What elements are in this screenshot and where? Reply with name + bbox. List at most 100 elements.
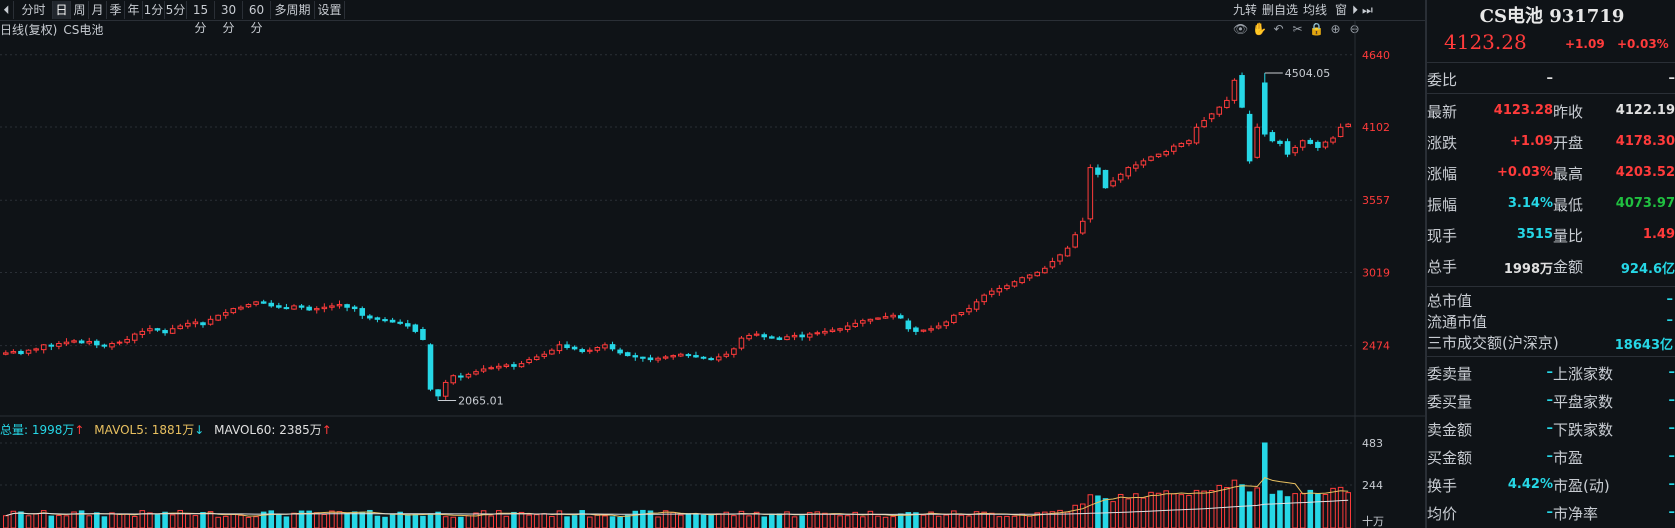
quote-label: 最低	[1553, 196, 1584, 214]
candle-body	[1019, 277, 1025, 284]
candle-body	[632, 355, 639, 358]
volume-bar	[101, 516, 108, 528]
candle-body	[966, 308, 972, 313]
candle-body	[139, 330, 146, 335]
volume-bar	[617, 516, 623, 528]
market-row: 流通市值 –	[1427, 311, 1675, 331]
candle-body	[40, 344, 47, 351]
volume-bar	[222, 515, 229, 528]
market-row: 三市成交额(沪深京) 18643亿	[1427, 332, 1675, 353]
volume-bar	[420, 515, 426, 528]
hand-icon[interactable]: ✋	[1252, 22, 1267, 36]
candle-body	[480, 368, 487, 372]
volume-bar	[78, 510, 85, 528]
candle-body	[526, 359, 532, 364]
window-button[interactable]: 窗	[1335, 3, 1348, 17]
period-tab[interactable]: 多周期	[271, 1, 315, 19]
remove-favorite-button[interactable]: 删自选	[1262, 3, 1299, 17]
volume-bar	[1011, 515, 1018, 528]
zoom-in-icon[interactable]: ⊕	[1330, 22, 1341, 36]
stat-value: –	[1546, 421, 1554, 436]
volume-bar	[715, 513, 722, 528]
stat-value: 4.42%	[1507, 477, 1553, 492]
period-tab[interactable]: 1分	[143, 1, 165, 19]
period-tab[interactable]: 设置	[315, 1, 345, 19]
candle-body	[1292, 146, 1298, 154]
candle-body	[640, 356, 646, 359]
period-tab[interactable]: 年	[125, 1, 143, 19]
scissors-icon[interactable]: ✂	[1292, 22, 1303, 36]
volume-bar	[1042, 511, 1048, 528]
candle-body	[579, 349, 585, 353]
candle-body	[389, 319, 396, 323]
candle-body	[359, 308, 366, 316]
period-tab[interactable]: 5分	[165, 1, 187, 19]
volume-bar	[829, 513, 836, 528]
period-tab[interactable]: 日	[53, 1, 71, 19]
volume-bar	[693, 514, 699, 528]
stat-label: 上涨家数	[1553, 365, 1614, 383]
period-tab[interactable]: 60分	[243, 1, 271, 35]
candle-body	[1330, 137, 1336, 143]
candle-body	[1072, 234, 1078, 248]
volume-bar	[147, 512, 153, 528]
stat-label: 委卖量	[1427, 365, 1473, 383]
volume-bar	[192, 515, 199, 528]
period-tab[interactable]: 30分	[215, 1, 243, 35]
kline-chart[interactable]: 4640 4102 3557 3019 2474 483 244 十万 4504.05 2065.…	[0, 0, 1425, 528]
volume-bar	[458, 516, 464, 528]
volume-bar	[1299, 492, 1306, 528]
candle-body	[647, 357, 654, 361]
stat-value: –	[1546, 365, 1554, 380]
period-tab[interactable]: 分时	[15, 1, 53, 19]
candle-body	[33, 348, 39, 351]
quote-value: 4123.28	[1493, 103, 1553, 118]
volume-bar	[177, 509, 184, 528]
stat-value: –	[1668, 449, 1675, 464]
stat-label: 平盘家数	[1553, 393, 1614, 411]
undo-icon[interactable]: ↶	[1273, 22, 1284, 36]
volume-bar	[1095, 495, 1101, 528]
back-arrow-icon[interactable]: ⏴	[0, 1, 14, 19]
volume-bar	[253, 516, 259, 528]
quote-label: 涨幅	[1427, 165, 1458, 183]
volume-bar	[1170, 493, 1177, 528]
volume-bar	[837, 515, 843, 528]
period-tab[interactable]: 15分	[187, 1, 215, 35]
skip-end-icon[interactable]: ⏭	[1362, 3, 1373, 17]
moving-average-button[interactable]: 均线	[1303, 3, 1328, 17]
eye-icon[interactable]: 👁	[1233, 22, 1249, 36]
next-arrow-icon[interactable]: ⏵	[1352, 3, 1359, 17]
candle-body	[1110, 180, 1116, 187]
volume-bar	[784, 511, 790, 528]
candle-body	[306, 306, 312, 311]
candle-body	[207, 318, 214, 325]
candle-body	[397, 321, 403, 324]
candle-body	[609, 344, 616, 350]
volume-bar	[533, 514, 540, 528]
volume-bar	[245, 516, 252, 528]
quote-value: 1998万	[1503, 262, 1553, 277]
candle-body	[116, 341, 123, 344]
period-tab[interactable]: 月	[89, 1, 107, 19]
candle-body	[587, 349, 593, 352]
quote-label: 总手	[1427, 258, 1458, 276]
jiuzhuan-button[interactable]: 九转	[1233, 3, 1258, 17]
volume-bar	[48, 515, 55, 528]
volume-bar	[700, 514, 707, 528]
stat-label: 均价	[1427, 505, 1458, 523]
period-tab[interactable]: 季	[107, 1, 125, 19]
volume-bar	[1148, 491, 1154, 528]
candle-body	[48, 344, 55, 347]
candle-body	[124, 338, 130, 343]
candle-body	[1254, 126, 1260, 158]
candle-body	[1337, 126, 1344, 138]
lock-icon[interactable]: 🔒	[1309, 22, 1324, 36]
volume-bar	[207, 511, 214, 528]
volume-bar	[94, 512, 100, 528]
volume-bar	[215, 516, 221, 528]
volume-bar	[397, 511, 403, 528]
candle-body	[1004, 285, 1010, 289]
candle-body	[1125, 167, 1132, 177]
period-tab[interactable]: 周	[71, 1, 89, 19]
